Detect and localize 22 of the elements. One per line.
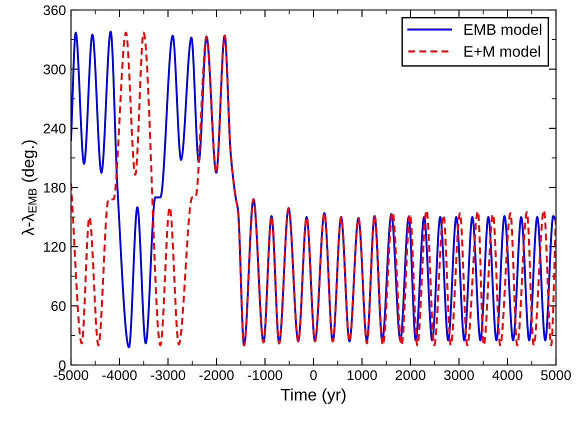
x-tick-label: 3000 — [444, 370, 474, 380]
x-tick-label: 1000 — [348, 370, 377, 380]
legend-label: EMB model — [464, 24, 542, 35]
y-tick-label: 240 — [44, 124, 66, 134]
legend-label: E+M model — [464, 46, 540, 57]
y-tick-label: 0 — [58, 360, 66, 370]
y-axis-title: λ-λ$_{EMB}$ (deg.) — [22, 140, 38, 236]
x-tick-label: -2000 — [199, 370, 234, 380]
y-tick-label: 180 — [44, 182, 66, 193]
x-tick-label: -4000 — [102, 370, 137, 380]
y-tick-label: 120 — [44, 242, 66, 252]
x-tick-label: -3000 — [150, 370, 186, 380]
x-tick-label: 5000 — [541, 370, 571, 380]
y-tick-label: 300 — [44, 64, 66, 74]
x-axis-title: Time (yr) — [280, 388, 346, 404]
x-tick-label: 4000 — [492, 370, 522, 380]
y-tick-label: 60 — [51, 301, 66, 312]
x-tick-label: 2000 — [396, 370, 426, 380]
x-tick-label: -5000 — [54, 370, 88, 380]
x-tick-label: 0 — [310, 370, 317, 380]
y-tick-label: 360 — [44, 5, 66, 16]
x-tick-label: -1000 — [248, 370, 282, 380]
